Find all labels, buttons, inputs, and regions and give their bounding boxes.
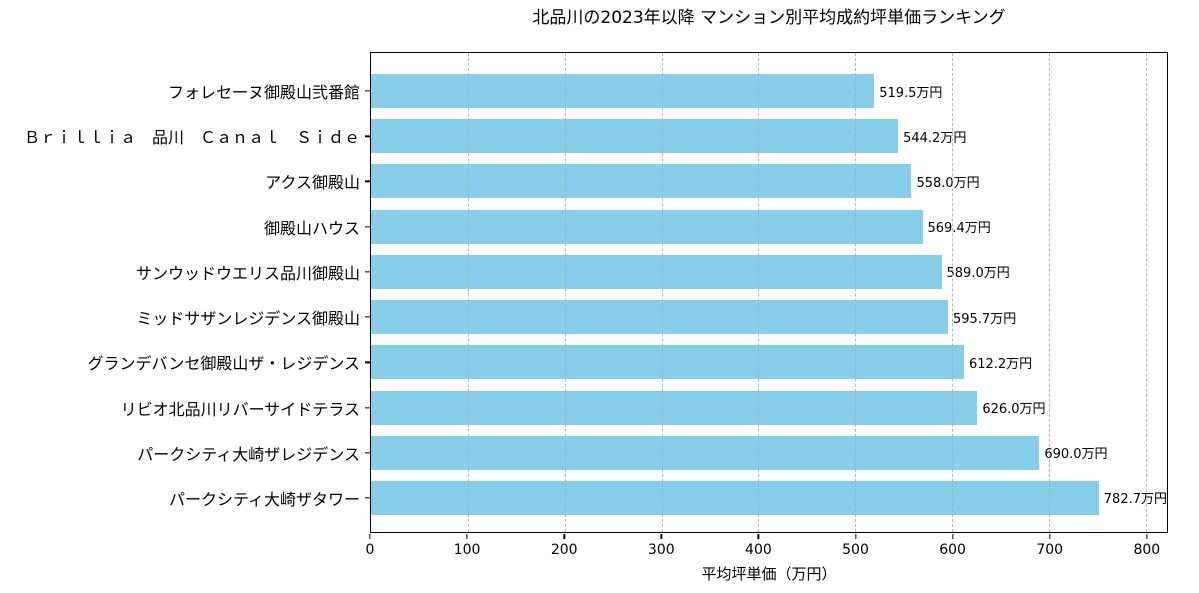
y-axis-category-label: パークシティ大崎ザタワー xyxy=(168,489,360,509)
bar-rows: フォレセーヌ御殿山弐番館 519.5万円 Ｂｒｉｌｌｉａ 品川 Ｃａｎａｌ Ｓｉ… xyxy=(24,53,1167,532)
y-tick-mark xyxy=(364,180,370,183)
plot-area: フォレセーヌ御殿山弐番館 519.5万円 Ｂｒｉｌｌｉａ 品川 Ｃａｎａｌ Ｓｉ… xyxy=(24,52,1168,533)
bar-row: ミッドサザンレジデンス御殿山 595.7万円 xyxy=(136,300,1167,335)
bar xyxy=(371,480,1099,515)
y-tick-mark xyxy=(364,135,370,137)
bar xyxy=(371,164,912,199)
y-axis-category-label: パークシティ大崎ザレジデンス xyxy=(137,444,360,464)
y-tick-mark xyxy=(364,271,370,273)
bar-row: リビオ北品川リバーサイドテラス 626.0万円 xyxy=(121,390,1167,425)
bar-value-label: 626.0万円 xyxy=(982,402,1046,418)
bar xyxy=(371,254,942,289)
bar xyxy=(371,74,875,108)
x-tick-label: 200 xyxy=(550,542,578,558)
x-tick-label: 800 xyxy=(1133,542,1161,558)
y-axis-category-label: サンウッドウエリス品川御殿山 xyxy=(135,263,360,283)
x-tick-label: 700 xyxy=(1036,542,1064,558)
x-tick-mark xyxy=(1146,534,1148,539)
x-tick-mark xyxy=(369,534,371,539)
y-axis-category-label: グランデバンセ御殿山ザ・レジデンス xyxy=(87,354,360,374)
y-tick-mark xyxy=(364,90,370,92)
x-axis: 平均坪単価（万円） 0 100 200 300 400 500 600 700 800 xyxy=(366,534,1168,593)
bar xyxy=(371,390,978,425)
bar-value-label: 558.0万円 xyxy=(916,175,980,191)
bar xyxy=(371,119,899,154)
y-tick-mark xyxy=(364,497,370,499)
y-axis-category-label: フォレセーヌ御殿山弐番館 xyxy=(167,83,360,102)
bar-row: 御殿山ハウス 569.4万円 xyxy=(264,209,1167,244)
y-axis-category-label: アクス御殿山 xyxy=(265,173,360,193)
x-tick-mark xyxy=(1049,534,1051,539)
bar-value-label: 612.2万円 xyxy=(968,356,1033,372)
bar xyxy=(371,209,923,244)
bar-value-label: 544.2万円 xyxy=(903,130,967,146)
y-tick-mark xyxy=(364,316,370,318)
x-axis-label: 平均坪単価（万円） xyxy=(701,565,837,583)
x-tick-label: 400 xyxy=(745,542,772,558)
x-tick-label: 300 xyxy=(647,542,675,558)
x-tick-label: 500 xyxy=(842,542,869,558)
bar-value-label: 690.0万円 xyxy=(1044,447,1108,463)
chart-title: 北品川の2023年以降 マンション別平均成約坪単価ランキング xyxy=(532,8,1006,28)
x-tick-label: 600 xyxy=(939,542,966,558)
bar-row: アクス御殿山 558.0万円 xyxy=(265,164,1167,199)
x-tick-mark xyxy=(757,534,760,539)
x-tick-mark xyxy=(951,534,954,539)
bar-row: フォレセーヌ御殿山弐番館 519.5万円 xyxy=(168,74,1167,108)
y-axis-category-label: ミッドサザンレジデンス御殿山 xyxy=(136,309,360,329)
x-tick-label: 0 xyxy=(365,542,375,558)
bar xyxy=(371,300,948,335)
y-tick-mark xyxy=(364,452,370,454)
x-tick-mark xyxy=(563,534,565,539)
x-tick-label: 100 xyxy=(453,542,481,558)
bar-row: パークシティ大崎ザタワー 782.7万円 xyxy=(169,480,1167,515)
x-tick-mark xyxy=(660,534,662,539)
y-tick-mark xyxy=(364,406,370,409)
bar-value-label: 569.4万円 xyxy=(927,221,991,237)
bar-row: パークシティ大崎ザレジデンス 690.0万円 xyxy=(137,435,1167,470)
bar xyxy=(371,435,1040,470)
y-axis-category-label: 御殿山ハウス xyxy=(263,218,360,238)
y-tick-mark xyxy=(364,226,370,228)
bar xyxy=(371,345,964,380)
x-tick-mark xyxy=(854,534,857,539)
y-tick-mark xyxy=(364,361,370,363)
bar-row: サンウッドウエリス品川御殿山 589.0万円 xyxy=(136,254,1167,289)
bar-value-label: 595.7万円 xyxy=(952,311,1017,327)
bar-value-label: 589.0万円 xyxy=(946,266,1010,282)
x-tick-mark xyxy=(466,534,468,539)
bar-row: グランデバンセ御殿山ザ・レジデンス 612.2万円 xyxy=(88,345,1167,380)
bar-value-label: 782.7万円 xyxy=(1103,492,1167,508)
bar-value-label: 519.5万円 xyxy=(879,85,943,101)
bar-row: Ｂｒｉｌｌｉａ 品川 Ｃａｎａｌ Ｓｉｄｅ 544.2万円 xyxy=(24,119,1167,154)
y-axis-category-label: リビオ北品川リバーサイドテラス xyxy=(120,399,360,419)
y-axis-category-label: Ｂｒｉｌｌｉａ 品川 Ｃａｎａｌ Ｓｉｄｅ xyxy=(23,128,360,148)
